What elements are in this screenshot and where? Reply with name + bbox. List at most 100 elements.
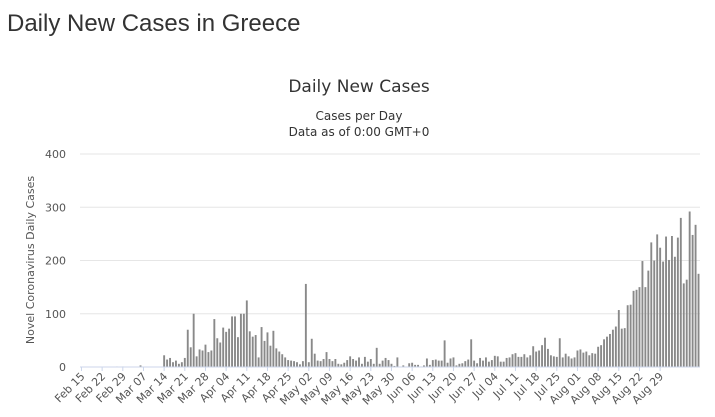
bar[interactable] [375, 347, 378, 367]
bar[interactable] [328, 359, 331, 367]
bar[interactable] [665, 236, 667, 367]
bar[interactable] [485, 357, 487, 367]
bar[interactable] [372, 363, 375, 367]
bar[interactable] [346, 360, 349, 367]
bar[interactable] [260, 327, 263, 367]
bar[interactable] [263, 340, 266, 367]
bar[interactable] [278, 351, 281, 367]
bar[interactable] [189, 347, 192, 367]
bar[interactable] [237, 337, 239, 367]
bar[interactable] [411, 362, 414, 367]
bar[interactable] [520, 356, 523, 367]
bar[interactable] [668, 259, 670, 367]
bar[interactable] [508, 357, 511, 367]
bar[interactable] [213, 319, 216, 367]
bar[interactable] [251, 336, 254, 367]
bar[interactable] [479, 357, 481, 367]
bar[interactable] [310, 338, 313, 367]
bar[interactable] [266, 332, 269, 367]
bar[interactable] [458, 363, 461, 367]
bar[interactable] [679, 217, 682, 367]
bar[interactable] [446, 362, 449, 367]
bar[interactable] [210, 350, 213, 367]
bar[interactable] [304, 283, 307, 367]
bar[interactable] [287, 360, 290, 367]
bar[interactable] [169, 357, 171, 367]
bar[interactable] [269, 345, 272, 367]
bar[interactable] [163, 355, 166, 367]
bar[interactable] [369, 359, 372, 367]
bar[interactable] [544, 337, 546, 367]
bar[interactable] [470, 339, 473, 367]
bar[interactable] [434, 359, 437, 367]
bar[interactable] [611, 329, 614, 367]
bar[interactable] [676, 237, 679, 367]
bar[interactable] [239, 313, 242, 367]
bar[interactable] [656, 234, 659, 367]
bar[interactable] [493, 355, 496, 367]
bar[interactable] [541, 345, 543, 367]
bar[interactable] [316, 360, 319, 367]
bar[interactable] [417, 364, 419, 367]
bar[interactable] [691, 234, 694, 367]
bar[interactable] [697, 273, 700, 367]
bar[interactable] [322, 359, 325, 367]
bar[interactable] [387, 360, 390, 367]
bar[interactable] [482, 360, 484, 367]
bar[interactable] [358, 357, 360, 367]
bar[interactable] [461, 363, 464, 367]
bar[interactable] [558, 338, 561, 367]
bar[interactable] [231, 316, 233, 367]
bar[interactable] [254, 335, 257, 367]
bar[interactable] [225, 331, 228, 367]
bar[interactable] [467, 359, 470, 367]
bar[interactable] [502, 361, 505, 367]
bar[interactable] [281, 354, 284, 367]
bar[interactable] [496, 356, 499, 367]
bar[interactable] [490, 360, 493, 367]
bar[interactable] [499, 361, 502, 367]
bar[interactable] [659, 247, 662, 367]
bar[interactable] [673, 256, 676, 367]
bar[interactable] [423, 365, 425, 367]
bar[interactable] [688, 211, 691, 367]
bar[interactable] [644, 287, 647, 367]
bar[interactable] [552, 356, 555, 367]
bar[interactable] [449, 358, 452, 367]
bar[interactable] [204, 344, 207, 367]
bar[interactable] [343, 362, 346, 367]
bar[interactable] [650, 242, 653, 367]
bar[interactable] [555, 356, 558, 367]
bar[interactable] [617, 310, 620, 367]
bar[interactable] [384, 357, 387, 367]
bar[interactable] [378, 363, 381, 367]
bar[interactable] [600, 345, 603, 367]
bar[interactable] [275, 348, 278, 367]
bar[interactable] [192, 313, 195, 367]
bar[interactable] [638, 287, 641, 367]
bar[interactable] [234, 316, 236, 367]
bar[interactable] [408, 363, 411, 367]
bar[interactable] [549, 355, 552, 367]
bar[interactable] [414, 364, 417, 367]
bar[interactable] [325, 352, 328, 367]
bar[interactable] [591, 353, 594, 367]
bar[interactable] [319, 361, 322, 367]
bar[interactable] [201, 350, 204, 367]
bar[interactable] [431, 360, 434, 367]
bar[interactable] [396, 357, 399, 367]
bar[interactable] [464, 361, 467, 367]
bar[interactable] [299, 364, 301, 367]
bar[interactable] [511, 354, 514, 367]
bar[interactable] [682, 283, 685, 367]
bar[interactable] [352, 359, 355, 367]
bar[interactable] [487, 361, 490, 367]
bar[interactable] [585, 351, 588, 367]
bar[interactable] [257, 357, 260, 367]
bar[interactable] [662, 261, 665, 367]
bar[interactable] [195, 356, 198, 367]
bar[interactable] [242, 313, 245, 367]
bar[interactable] [402, 365, 405, 367]
bar[interactable] [620, 328, 623, 367]
bar[interactable] [366, 361, 369, 367]
